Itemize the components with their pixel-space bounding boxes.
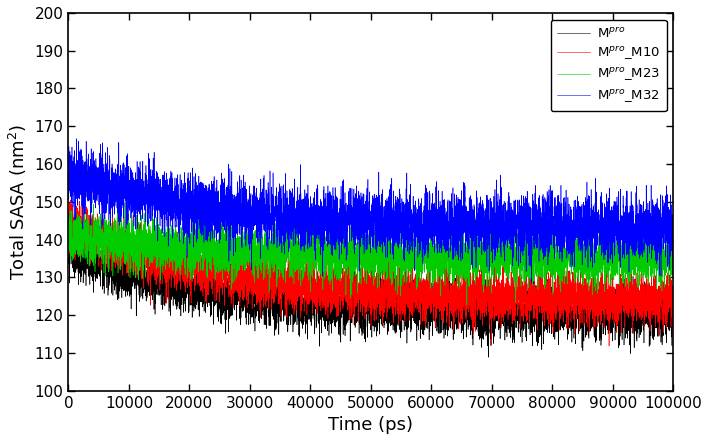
Line: M$^{pro}$_M32: M$^{pro}$_M32 — [69, 138, 673, 283]
M$^{pro}$ — [126, 271, 135, 276]
M$^{pro}$_M32 — [669, 259, 677, 265]
M$^{pro}$_M23 — [669, 261, 677, 266]
M$^{pro}$_M10 — [669, 309, 677, 314]
M$^{pro}$_M10 — [474, 308, 482, 314]
M$^{pro}$_M23 — [126, 248, 135, 254]
Line: M$^{pro}$_M23: M$^{pro}$_M23 — [69, 202, 673, 305]
M$^{pro}$_M23 — [183, 228, 191, 233]
M$^{pro}$ — [640, 295, 649, 301]
M$^{pro}$_M10 — [126, 250, 135, 255]
M$^{pro}$_M10 — [605, 344, 613, 349]
M$^{pro}$_M32 — [183, 209, 191, 214]
M$^{pro}$_M32 — [72, 136, 81, 141]
M$^{pro}$ — [69, 219, 77, 224]
M$^{pro}$ — [669, 321, 677, 326]
Legend: M$^{pro}$, M$^{pro}$_M10, M$^{pro}$_M23, M$^{pro}$_M32: M$^{pro}$, M$^{pro}$_M10, M$^{pro}$_M23,… — [551, 19, 666, 112]
M$^{pro}$ — [183, 265, 191, 271]
M$^{pro}$_M23 — [418, 269, 426, 275]
M$^{pro}$_M10 — [640, 284, 649, 290]
M$^{pro}$_M23 — [462, 303, 471, 308]
M$^{pro}$_M32 — [640, 225, 649, 231]
M$^{pro}$ — [418, 318, 426, 323]
M$^{pro}$_M23 — [640, 251, 649, 257]
M$^{pro}$_M32 — [65, 185, 73, 191]
M$^{pro}$_M10 — [66, 198, 74, 203]
M$^{pro}$_M32 — [418, 196, 426, 201]
Y-axis label: Total SASA (nm$^2$): Total SASA (nm$^2$) — [7, 124, 29, 280]
Line: M$^{pro}$_M10: M$^{pro}$_M10 — [69, 200, 673, 346]
M$^{pro}$_M23 — [474, 258, 482, 264]
M$^{pro}$_M32 — [126, 183, 135, 189]
M$^{pro}$ — [474, 306, 482, 311]
X-axis label: Time (ps): Time (ps) — [328, 416, 413, 434]
M$^{pro}$_M32 — [527, 280, 535, 286]
M$^{pro}$_M32 — [474, 233, 482, 238]
M$^{pro}$_M23 — [121, 200, 129, 205]
M$^{pro}$_M23 — [481, 254, 490, 260]
M$^{pro}$ — [481, 318, 490, 323]
M$^{pro}$_M10 — [418, 293, 426, 298]
M$^{pro}$_M10 — [481, 296, 490, 302]
M$^{pro}$ — [65, 226, 73, 231]
Line: M$^{pro}$: M$^{pro}$ — [69, 221, 673, 357]
M$^{pro}$_M23 — [65, 254, 73, 260]
M$^{pro}$_M32 — [481, 213, 490, 218]
M$^{pro}$ — [484, 355, 493, 360]
M$^{pro}$_M10 — [183, 278, 191, 283]
M$^{pro}$_M10 — [65, 207, 73, 212]
